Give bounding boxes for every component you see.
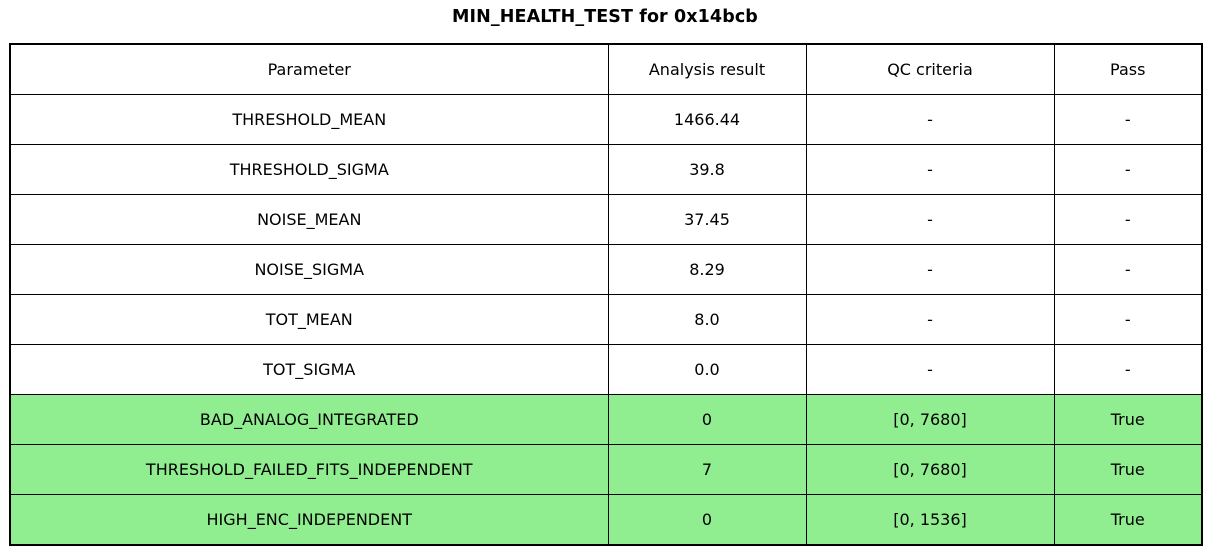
cell-parameter: BAD_ANALOG_INTEGRATED (9, 394, 609, 445)
cell-parameter: TOT_MEAN (9, 294, 609, 345)
cell-qc-criteria: - (805, 244, 1055, 295)
cell-analysis-result: 1466.44 (607, 94, 807, 145)
table-row: NOISE_SIGMA 8.29 - - (9, 244, 1203, 295)
cell-qc-criteria: - (805, 294, 1055, 345)
table-row: TOT_MEAN 8.0 - - (9, 294, 1203, 345)
column-header-parameter: Parameter (9, 43, 609, 95)
cell-qc-criteria: - (805, 94, 1055, 145)
table-row-passed: BAD_ANALOG_INTEGRATED 0 [0, 7680] True (9, 394, 1203, 445)
column-header-qc-criteria: QC criteria (805, 43, 1055, 95)
cell-analysis-result: 0.0 (607, 344, 807, 395)
column-header-analysis-result: Analysis result (607, 43, 807, 95)
cell-parameter: THRESHOLD_FAILED_FITS_INDEPENDENT (9, 444, 609, 495)
cell-pass: - (1053, 194, 1203, 245)
cell-parameter: THRESHOLD_MEAN (9, 94, 609, 145)
cell-pass: - (1053, 294, 1203, 345)
cell-pass: - (1053, 244, 1203, 295)
cell-analysis-result: 7 (607, 444, 807, 495)
table-row-passed: HIGH_ENC_INDEPENDENT 0 [0, 1536] True (9, 494, 1203, 546)
cell-analysis-result: 0 (607, 494, 807, 546)
cell-pass: True (1053, 444, 1203, 495)
cell-pass: - (1053, 94, 1203, 145)
cell-qc-criteria: - (805, 194, 1055, 245)
table-row: THRESHOLD_SIGMA 39.8 - - (9, 144, 1203, 195)
cell-pass: - (1053, 144, 1203, 195)
cell-pass: True (1053, 494, 1203, 546)
cell-parameter: HIGH_ENC_INDEPENDENT (9, 494, 609, 546)
cell-analysis-result: 39.8 (607, 144, 807, 195)
cell-pass: - (1053, 344, 1203, 395)
table-row-passed: THRESHOLD_FAILED_FITS_INDEPENDENT 7 [0, … (9, 444, 1203, 495)
cell-analysis-result: 37.45 (607, 194, 807, 245)
cell-qc-criteria: - (805, 344, 1055, 395)
cell-qc-criteria: [0, 1536] (805, 494, 1055, 546)
table-row: NOISE_MEAN 37.45 - - (9, 194, 1203, 245)
cell-parameter: TOT_SIGMA (9, 344, 609, 395)
cell-analysis-result: 8.0 (607, 294, 807, 345)
cell-qc-criteria: - (805, 144, 1055, 195)
page-title: MIN_HEALTH_TEST for 0x14bcb (452, 7, 758, 27)
health-test-table: Parameter Analysis result QC criteria Pa… (9, 43, 1203, 546)
table-row: THRESHOLD_MEAN 1466.44 - - (9, 94, 1203, 145)
cell-analysis-result: 0 (607, 394, 807, 445)
cell-parameter: NOISE_MEAN (9, 194, 609, 245)
header-row: Parameter Analysis result QC criteria Pa… (9, 43, 1203, 95)
column-header-pass: Pass (1053, 43, 1203, 95)
cell-analysis-result: 8.29 (607, 244, 807, 295)
cell-pass: True (1053, 394, 1203, 445)
table-row: TOT_SIGMA 0.0 - - (9, 344, 1203, 395)
cell-qc-criteria: [0, 7680] (805, 444, 1055, 495)
cell-parameter: NOISE_SIGMA (9, 244, 609, 295)
cell-parameter: THRESHOLD_SIGMA (9, 144, 609, 195)
cell-qc-criteria: [0, 7680] (805, 394, 1055, 445)
